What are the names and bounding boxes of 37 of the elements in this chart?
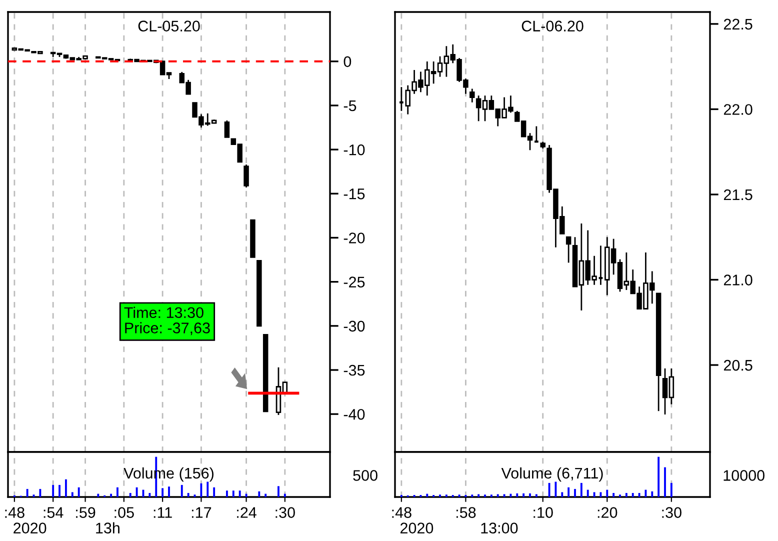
y-tick-label: 20.5 [724,360,752,371]
y-tick-label: -30 [344,320,365,332]
x-tick-label: :20 [598,507,618,518]
y-tick-label: 0 [344,56,352,68]
text: 500 [353,470,378,481]
y-tick-label: -40 [344,408,365,420]
x-tick-label: :48 [5,507,24,518]
text: 10000 [724,470,764,481]
y-tick-label: -25 [344,276,365,288]
text: 2020 [400,522,434,534]
y-tick-label: 22.5 [724,18,752,30]
x-tick-label: :59 [76,507,96,518]
y-tick-label: -15 [344,188,365,200]
x-tick-label: :48 [392,507,412,518]
y-tick-label: -35 [344,364,365,376]
text: 2020 [14,522,46,534]
x-tick-label: :17 [192,507,212,518]
y-tick-label: -20 [344,232,365,244]
x-tick-label: :24 [237,507,256,518]
x-tick-label: :05 [114,507,134,518]
text: 13h [96,522,120,534]
x-tick-label: :54 [44,507,64,518]
x-tick-label: :10 [534,507,553,518]
y-tick-label: 21.5 [724,189,752,200]
x-tick-label: :30 [662,507,682,518]
text: 13:00 [481,522,518,534]
y-tick-label: 21.0 [724,274,752,286]
x-tick-label: :58 [456,507,476,518]
chart-title: CL-06.20 [522,20,584,32]
text: Volume (6,711) [501,467,603,482]
y-tick-label: -5 [344,100,356,112]
annotation: Time: 13:30 Price: -37,63 [124,306,210,336]
y-tick-label: -10 [344,144,365,156]
x-tick-label: :30 [276,507,295,518]
x-tick-label: :11 [154,507,172,518]
chart-title: CL-05.20 [138,20,200,32]
y-tick-label: 22.0 [724,104,752,115]
